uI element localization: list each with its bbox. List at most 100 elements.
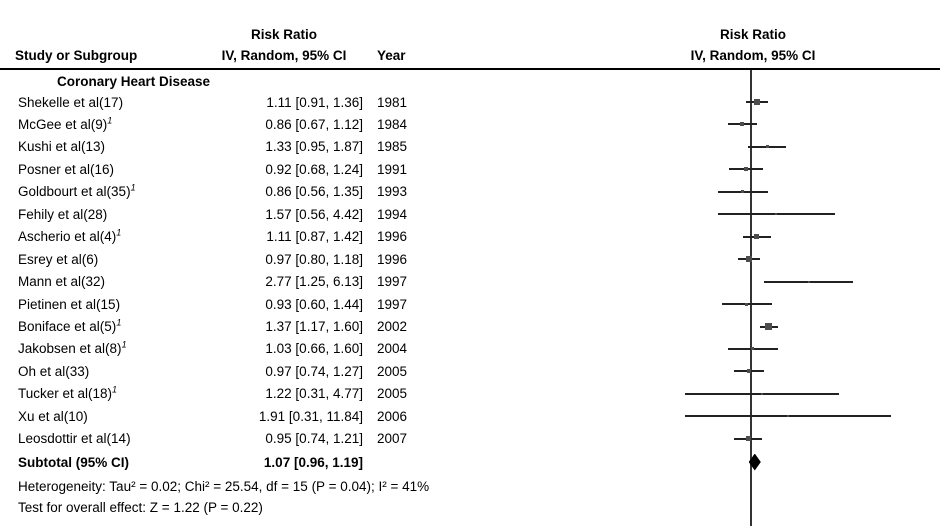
study-row: Boniface et al(5)1 1.37 [1.17, 1.60] 2002	[0, 317, 940, 334]
study-year: 1997	[377, 274, 408, 290]
subtotal-diamond	[748, 453, 761, 471]
study-label: Xu et al(10)	[18, 408, 88, 424]
study-row: Tucker et al(18)1 1.22 [0.31, 4.77] 2005	[0, 384, 940, 402]
study-year: 1985	[377, 139, 408, 155]
point-estimate-marker	[751, 347, 755, 351]
study-year: 1993	[377, 184, 408, 200]
point-estimate-marker	[754, 234, 760, 240]
point-estimate-marker	[761, 392, 764, 395]
study-label: Fehily et al(28)	[18, 206, 108, 222]
study-label: Mann et al(32)	[18, 274, 106, 290]
study-label: Goldbourt et al(35)1	[18, 182, 136, 200]
study-column-header: Study or Subgroup	[15, 48, 138, 63]
study-row: Oh et al(33) 0.97 [0.74, 1.27] 2005	[0, 364, 940, 379]
study-row: Esrey et al(6) 0.97 [0.80, 1.18] 1996	[0, 252, 940, 267]
point-estimate-marker	[753, 99, 760, 105]
study-year: 2007	[377, 431, 408, 447]
heterogeneity-stats: Heterogeneity: Tau² = 0.02; Chi² = 25.54…	[18, 479, 430, 494]
study-label: Posner et al(16)	[18, 161, 115, 177]
study-label: Tucker et al(18)1	[18, 384, 118, 402]
footnote-marker: 1	[112, 384, 118, 395]
point-estimate-marker	[747, 369, 752, 374]
effect-estimate-text: 1.37 [1.17, 1.60]	[265, 319, 363, 334]
study-year: 2006	[377, 408, 408, 424]
point-estimate-marker	[775, 213, 778, 216]
effect-estimate-text: 1.57 [0.56, 4.42]	[265, 206, 363, 222]
point-estimate-marker	[765, 323, 773, 330]
study-year: 1991	[377, 161, 408, 177]
study-row: Posner et al(16) 0.92 [0.68, 1.24] 1991	[0, 162, 940, 177]
study-row: Ascherio et al(4)1 1.11 [0.87, 1.42] 1996	[0, 227, 940, 245]
study-row: Pietinen et al(15) 0.93 [0.60, 1.44] 1997	[0, 297, 940, 312]
study-row: Jakobsen et al(8)1 1.03 [0.66, 1.60] 2004	[0, 339, 940, 357]
study-label: Oh et al(33)	[18, 363, 90, 379]
study-label: Kushi et al(13)	[18, 139, 106, 155]
study-label: Shekelle et al(17)	[18, 94, 124, 110]
plot-column-title: Risk Ratio	[719, 27, 787, 42]
effect-estimate-text: 1.11 [0.91, 1.36]	[266, 94, 363, 110]
study-year: 2005	[377, 363, 408, 379]
study-row: McGee et al(9)1 0.86 [0.67, 1.12] 1984	[0, 115, 940, 132]
study-row: Leosdottir et al(14) 0.95 [0.74, 1.21] 200…	[0, 431, 940, 446]
study-row: Xu et al(10) 1.91 [0.31, 11.84] 2006	[0, 409, 940, 424]
year-column-header: Year	[377, 48, 406, 63]
study-row: Goldbourt et al(35)1 0.86 [0.56, 1.35] 199…	[0, 182, 940, 200]
effect-column-subheader: IV, Random, 95% CI	[221, 48, 347, 63]
effect-estimate-text: 0.97 [0.80, 1.18]	[265, 251, 363, 267]
subgroup-heading: Coronary Heart Disease	[57, 74, 211, 89]
point-estimate-marker	[744, 167, 749, 172]
study-label: Ascherio et al(4)1	[18, 227, 122, 245]
study-label: Leosdottir et al(14)	[18, 431, 131, 447]
study-row: Shekelle et al(17) 1.11 [0.91, 1.36] 1981	[0, 95, 940, 110]
effect-estimate-text: 0.97 [0.74, 1.27]	[265, 363, 363, 379]
plot-column-subheader: IV, Random, 95% CI	[690, 48, 816, 63]
overall-effect-test: Test for overall effect: Z = 1.22 (P = 0…	[18, 500, 263, 515]
point-estimate-marker	[745, 436, 751, 442]
study-row: Kushi et al(13) 1.33 [0.95, 1.87] 1985	[0, 139, 940, 154]
effect-estimate-text: 0.92 [0.68, 1.24]	[265, 161, 363, 177]
point-estimate-marker	[807, 280, 810, 283]
study-label: McGee et al(9)1	[18, 115, 113, 132]
point-estimate-marker	[786, 415, 789, 418]
null-effect-axis-line	[750, 70, 752, 526]
footnote-marker: 1	[116, 317, 122, 328]
study-row: Mann et al(32) 2.77 [1.25, 6.13] 1997	[0, 274, 940, 289]
header-divider-line	[0, 68, 940, 70]
point-estimate-marker	[745, 302, 749, 306]
footnote-marker: 1	[116, 227, 122, 238]
point-estimate-marker	[740, 190, 744, 194]
study-year: 2004	[377, 341, 408, 357]
point-estimate-marker	[746, 256, 753, 263]
footnote-marker: 1	[121, 339, 127, 350]
study-label: Jakobsen et al(8)1	[18, 339, 127, 357]
effect-estimate-text: 1.22 [0.31, 4.77]	[265, 386, 363, 402]
point-estimate-marker	[765, 145, 769, 149]
effect-estimate-text: 1.03 [0.66, 1.60]	[265, 341, 363, 357]
footnote-marker: 1	[107, 115, 113, 126]
effect-estimate-text: 0.86 [0.67, 1.12]	[265, 116, 363, 132]
study-year: 1994	[377, 206, 408, 222]
effect-estimate-text: 1.33 [0.95, 1.87]	[265, 139, 363, 155]
study-label: Pietinen et al(15)	[18, 296, 121, 312]
study-year: 1996	[377, 229, 408, 245]
effect-estimate-text: 1.91 [0.31, 11.84]	[258, 408, 363, 424]
study-label: Esrey et al(6)	[18, 251, 99, 267]
effect-estimate-text: 0.86 [0.56, 1.35]	[265, 184, 363, 200]
study-year: 1996	[377, 251, 408, 267]
effect-estimate-text: 1.11 [0.87, 1.42]	[266, 229, 363, 245]
study-label: Boniface et al(5)1	[18, 317, 122, 334]
subtotal-row: Subtotal (95% CI) 1.07 [0.96, 1.19]	[0, 453, 940, 471]
effect-estimate-text: 0.93 [0.60, 1.44]	[265, 296, 363, 312]
subtotal-label: Subtotal (95% CI)	[18, 454, 130, 470]
footnote-marker: 1	[130, 182, 136, 193]
study-year: 1984	[377, 116, 408, 132]
study-year: 1997	[377, 296, 408, 312]
study-year: 2002	[377, 319, 408, 334]
effect-estimate-text: 0.95 [0.74, 1.21]	[265, 431, 363, 447]
subtotal-estimate-text: 1.07 [0.96, 1.19]	[263, 454, 363, 470]
effect-estimate-text: 2.77 [1.25, 6.13]	[265, 274, 363, 290]
study-row: Fehily et al(28) 1.57 [0.56, 4.42] 1994	[0, 207, 940, 222]
study-year: 2005	[377, 386, 408, 402]
point-estimate-marker	[740, 122, 745, 127]
